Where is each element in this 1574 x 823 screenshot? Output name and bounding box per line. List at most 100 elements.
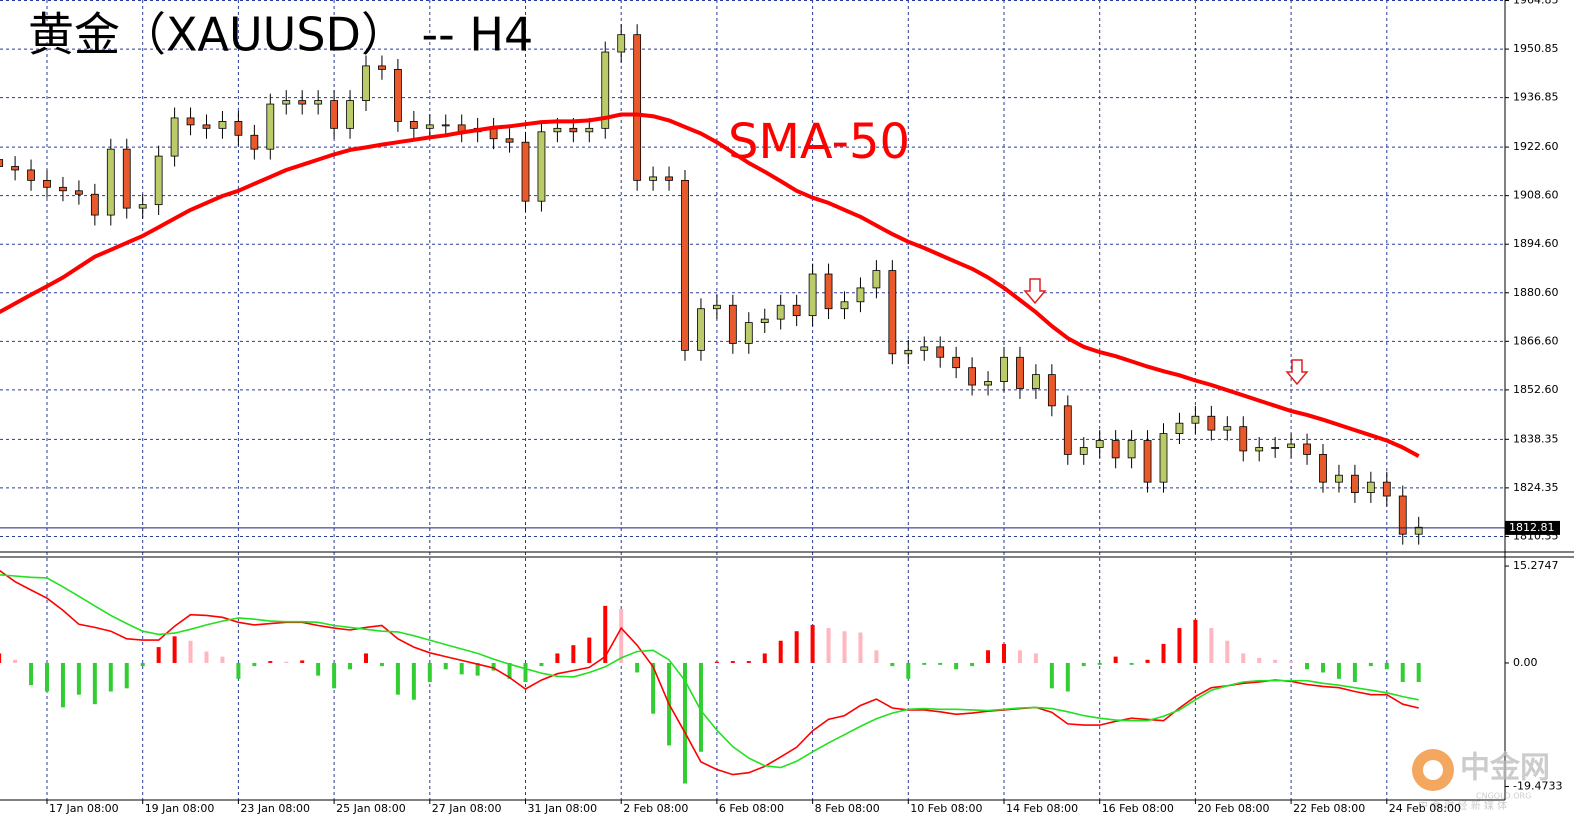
histogram-bar [395, 662, 400, 695]
candle-body [856, 287, 865, 303]
histogram-bar [698, 662, 703, 752]
candle-body [1047, 374, 1056, 407]
sma-line [0, 112, 1420, 458]
histogram-bar [140, 662, 145, 667]
histogram-bar [491, 662, 496, 671]
candle-body [1127, 440, 1136, 459]
watermark: 中金网 CNGOLD.ORG 中 金 财 经 新 媒 体 [1412, 749, 1550, 812]
histogram-bar [842, 631, 847, 663]
candle-body [0, 159, 4, 167]
y-tick-label: 1936.85 [1513, 91, 1559, 104]
x-tick-label: 31 Jan 08:00 [528, 802, 598, 815]
histogram-bar [794, 631, 799, 663]
candle-body [330, 100, 339, 129]
candle-body [649, 176, 657, 181]
candle-body [824, 273, 833, 310]
histogram-bar [1145, 659, 1150, 663]
x-tick-label: 24 Feb 08:00 [1389, 802, 1461, 815]
histogram-bar [507, 662, 512, 679]
candle-body [1223, 426, 1232, 431]
histogram-bar [730, 661, 735, 663]
histogram-bar [316, 662, 321, 676]
candle-body [792, 304, 801, 317]
candle-body [1398, 495, 1407, 535]
histogram-bar [1241, 653, 1246, 663]
candle-body [298, 100, 307, 105]
histogram-bar [459, 662, 464, 675]
sma-label: SMA-50 [728, 114, 910, 170]
candle-body [346, 100, 354, 129]
histogram-bar [1209, 628, 1214, 663]
histogram-bar [651, 662, 656, 714]
histogram-bar [587, 637, 592, 663]
histogram-bar [683, 662, 687, 784]
histogram-bar [1177, 628, 1182, 663]
histogram-bar [1049, 662, 1054, 689]
histogram-bar [284, 661, 289, 663]
candle-body [362, 65, 370, 101]
y-tick-label: 1908.60 [1513, 189, 1559, 202]
watermark-name: 中金网 [1460, 751, 1550, 786]
candle-body [393, 68, 402, 122]
candle-body [425, 124, 434, 129]
candle-body [521, 141, 530, 202]
histogram-bar [1002, 643, 1006, 663]
histogram-bar [1384, 662, 1389, 670]
histogram-bar [1368, 662, 1373, 667]
watermark-logo [1423, 760, 1443, 780]
histogram-bar [92, 662, 97, 705]
candle-body [888, 270, 897, 355]
candle-body [378, 65, 386, 70]
candle-body [505, 138, 514, 143]
histogram-bar [954, 662, 959, 670]
candle-body [1239, 426, 1248, 452]
candle-body [218, 121, 227, 129]
histogram-bar [762, 653, 767, 663]
candle-body [713, 304, 721, 310]
candle-body [106, 148, 115, 216]
histogram-bar [1321, 662, 1325, 673]
candle-body [569, 127, 578, 133]
histogram-bar [986, 650, 991, 663]
histogram-bar [1081, 662, 1086, 667]
candle-body [665, 176, 673, 181]
x-tick-label: 23 Jan 08:00 [240, 802, 310, 815]
histogram-bar [379, 662, 384, 667]
histogram-bar [13, 659, 18, 663]
candle-body [282, 100, 291, 105]
x-tick-label: 6 Feb 08:00 [719, 802, 784, 815]
candle-body [202, 124, 211, 129]
histogram-bar [746, 661, 751, 663]
candle-body [808, 273, 817, 317]
down-arrow [1023, 278, 1047, 305]
x-tick-label: 10 Feb 08:00 [910, 802, 982, 815]
histogram-bar [364, 653, 368, 663]
y-tick-label: 0.00 [1513, 656, 1538, 669]
histogram-bar [635, 662, 640, 673]
candle-body [952, 356, 961, 369]
histogram-bar [60, 662, 65, 708]
histogram-bar [938, 662, 943, 665]
candle-body [601, 51, 610, 129]
x-tick-label: 27 Jan 08:00 [432, 802, 502, 815]
candle-body [904, 349, 913, 355]
chart-title: 黄金（XAUUSD） -- H4 [28, 8, 533, 62]
histogram-bar [124, 662, 129, 689]
candle-body [984, 381, 992, 386]
candle-body [1335, 474, 1343, 483]
x-tick-label: 16 Feb 08:00 [1102, 802, 1174, 815]
candle-body [537, 131, 546, 202]
histogram-bar [1305, 662, 1310, 670]
candle-body [11, 166, 20, 171]
candle-body [1287, 443, 1295, 448]
y-tick-label: 1950.85 [1513, 42, 1559, 55]
y-tick-label: 1852.60 [1513, 383, 1559, 396]
histogram-bar [427, 662, 432, 682]
y-tick-label: 1894.60 [1513, 237, 1559, 250]
candle-body [122, 148, 131, 209]
candle-body [1000, 356, 1008, 382]
histogram-bar [619, 609, 624, 663]
histogram-bar [1416, 662, 1421, 682]
histogram-bar [826, 628, 831, 663]
candle-body [75, 190, 83, 195]
